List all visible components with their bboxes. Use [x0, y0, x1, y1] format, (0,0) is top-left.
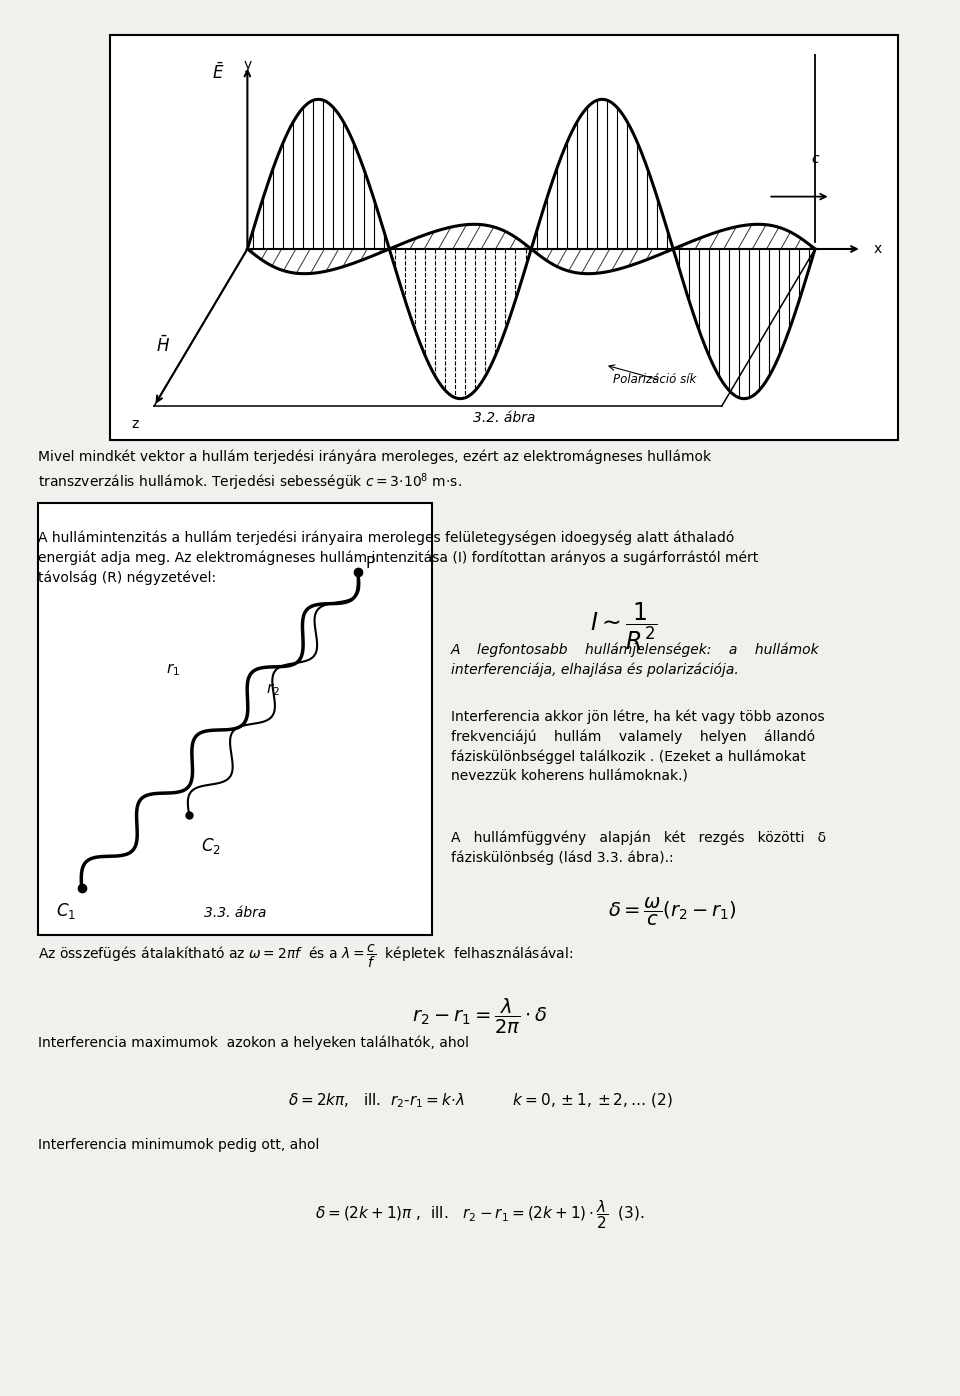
Text: y: y [243, 59, 252, 73]
Text: Az összefügés átalakítható az $\omega = 2\pi f$  és a $\lambda = \dfrac{c}{f}$  : Az összefügés átalakítható az $\omega = … [38, 942, 574, 970]
Text: x: x [874, 242, 881, 255]
Text: $C_1$: $C_1$ [57, 902, 76, 921]
Text: 3.3. ábra: 3.3. ábra [204, 906, 266, 920]
Text: Interferencia minimumok pedig ott, ahol: Interferencia minimumok pedig ott, ahol [38, 1138, 320, 1152]
Text: P: P [366, 556, 375, 571]
Text: Polarizáció sík: Polarizáció sík [612, 374, 696, 387]
Bar [38, 503, 432, 935]
Text: $\delta = \dfrac{\omega}{c}(r_2 - r_1)$: $\delta = \dfrac{\omega}{c}(r_2 - r_1)$ [608, 896, 736, 928]
Text: z: z [132, 417, 138, 431]
Text: c: c [811, 152, 819, 166]
Text: $I \sim \dfrac{1}{R^2}$: $I \sim \dfrac{1}{R^2}$ [590, 600, 658, 652]
Text: $r_2$: $r_2$ [266, 681, 280, 698]
Text: $C_2$: $C_2$ [201, 836, 221, 856]
Bar [110, 35, 898, 440]
Text: $\delta=(2k+1)\pi$ ,  ill.   $r_2 - r_1 = \left(2k+1\right) \cdot \dfrac{\lambda: $\delta=(2k+1)\pi$ , ill. $r_2 - r_1 = \… [315, 1198, 645, 1230]
Text: Mivel mindkét vektor a hullám terjedési irányára meroleges, ezért az elektromágn: Mivel mindkét vektor a hullám terjedési … [38, 450, 711, 493]
Text: $r_1$: $r_1$ [166, 662, 180, 678]
Text: A   hullámfüggvény   alapján   két   rezgés   közötti   δ
fáziskülönbség (lásd 3: A hullámfüggvény alapján két rezgés közö… [451, 831, 827, 866]
Text: A    legfontosabb    hullámjelenségek:    a    hullámok
interferenciája, elhajlá: A legfontosabb hullámjelenségek: a hullá… [451, 642, 820, 677]
Text: $\delta = 2k\pi$,   ill.  $r_2\text{-}r_1 = k{\cdot}\lambda$          $k = 0, \p: $\delta = 2k\pi$, ill. $r_2\text{-}r_1 =… [288, 1092, 672, 1110]
Text: $r_2 - r_1 = \dfrac{\lambda}{2\pi} \cdot \delta$: $r_2 - r_1 = \dfrac{\lambda}{2\pi} \cdot… [412, 997, 548, 1036]
Text: 3.2. ábra: 3.2. ábra [473, 410, 535, 424]
Text: $\bar{H}$: $\bar{H}$ [156, 336, 170, 356]
Text: A hullámintenzitás a hullám terjedési irányaira meroleges felületegységen idoegy: A hullámintenzitás a hullám terjedési ir… [38, 530, 758, 585]
Text: Interferencia maximumok  azokon a helyeken találhatók, ahol: Interferencia maximumok azokon a helyeke… [38, 1036, 469, 1050]
Text: Interferencia akkor jön létre, ha két vagy több azonos
frekvenciájú    hullám   : Interferencia akkor jön létre, ha két va… [451, 709, 825, 783]
Text: $\bar{E}$: $\bar{E}$ [211, 63, 224, 84]
